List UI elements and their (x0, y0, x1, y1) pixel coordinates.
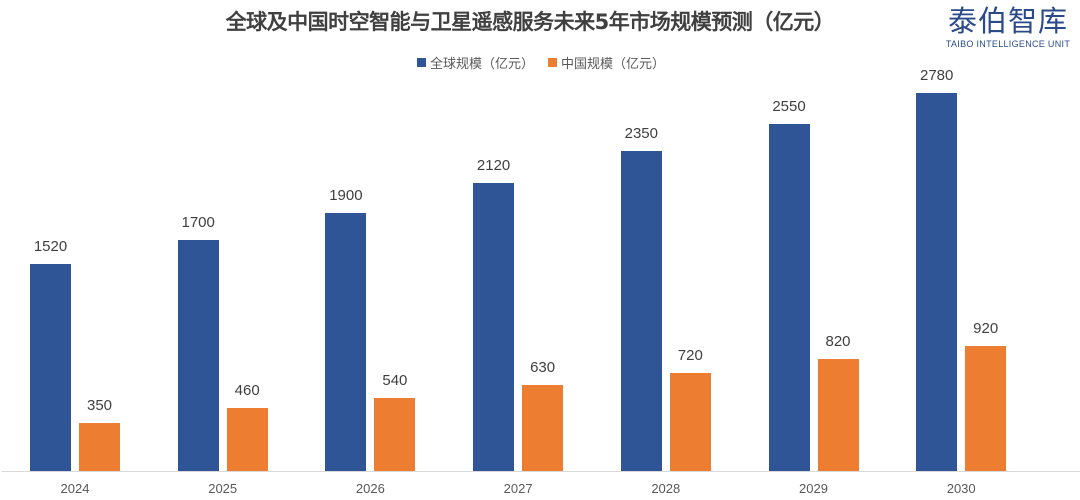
bar-china-2029 (817, 359, 859, 471)
data-label: 2120 (476, 156, 511, 174)
data-label: 1520 (33, 238, 68, 256)
legend-item-global: 全球规模（亿元） (416, 53, 534, 72)
data-label: 1700 (181, 213, 215, 231)
bar-global-2027 (473, 182, 515, 471)
x-tick-label: 2028 (651, 481, 681, 496)
data-label: 540 (382, 371, 408, 389)
data-label: 460 (234, 382, 260, 400)
logo-chinese-text: 泰伯智库 (947, 4, 1068, 38)
x-tick-label: 2027 (503, 481, 533, 496)
bar-china-2025 (226, 408, 268, 471)
x-axis-line (2, 471, 1080, 472)
data-label: 920 (973, 319, 999, 337)
legend-item-china: 中国规模（亿元） (548, 53, 665, 72)
bar-china-2026 (374, 397, 416, 471)
legend-swatch-china (548, 58, 557, 67)
legend-label-china: 中国规模（亿元） (561, 57, 666, 72)
x-tick-label: 2025 (208, 481, 238, 496)
logo-english-text: TAIBO INTELLIGENCE UNIT (945, 39, 1071, 49)
data-label: 2550 (772, 98, 806, 116)
data-label: 720 (677, 347, 703, 365)
chart-title: 全球及中国时空智能与卫星遥感服务未来5年市场规模预测（亿元） (225, 10, 835, 34)
x-tick-label: 2029 (799, 481, 828, 496)
data-label: 2780 (920, 66, 954, 84)
bar-global-2026 (325, 212, 367, 471)
x-tick-label: 2030 (946, 481, 976, 496)
data-label: 630 (530, 359, 556, 377)
data-label: 350 (86, 397, 113, 415)
bar-china-2024 (79, 423, 120, 471)
data-label: 2350 (624, 125, 658, 143)
x-tick-label: 2026 (355, 481, 385, 496)
bar-global-2025 (177, 239, 219, 471)
legend-label-global: 全球规模（亿元） (429, 57, 534, 72)
brand-logo: 泰伯智库 TAIBO INTELLIGENCE UNIT (940, 4, 1076, 49)
bar-global-2029 (768, 124, 810, 471)
x-tick-label: 2024 (60, 481, 90, 496)
data-label: 1900 (329, 186, 363, 204)
bar-china-2028 (669, 373, 711, 471)
chart-legend: 全球规模（亿元） 中国规模（亿元） (0, 53, 1080, 72)
bar-global-2028 (620, 151, 662, 471)
data-label: 820 (825, 333, 851, 351)
bar-china-2030 (965, 345, 1007, 471)
legend-swatch-global (416, 58, 426, 67)
bar-china-2027 (522, 385, 564, 471)
bar-global-2030 (916, 92, 958, 471)
bar-global-2024 (30, 264, 71, 471)
